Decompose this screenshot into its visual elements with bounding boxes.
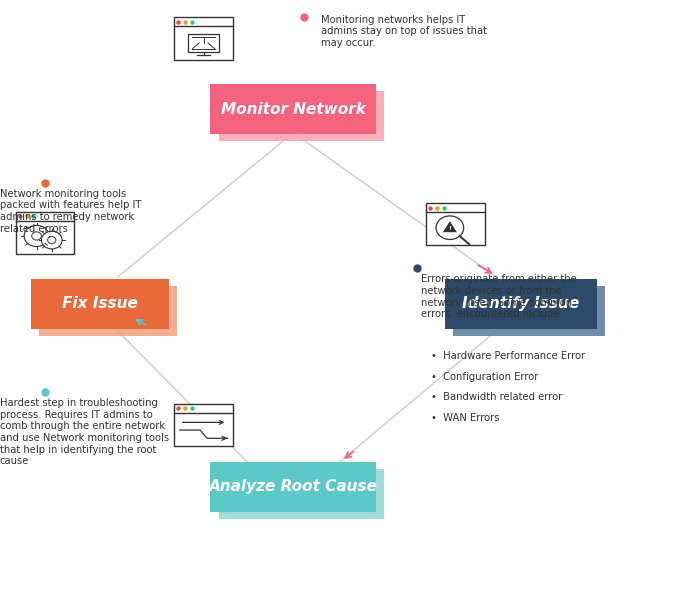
Polygon shape — [453, 286, 605, 336]
Polygon shape — [210, 461, 376, 512]
Circle shape — [24, 225, 49, 247]
Circle shape — [436, 216, 464, 240]
Text: •  WAN Errors: • WAN Errors — [431, 413, 500, 423]
Text: •  Configuration Error: • Configuration Error — [431, 372, 539, 382]
FancyBboxPatch shape — [174, 17, 233, 60]
Polygon shape — [210, 84, 376, 135]
Polygon shape — [39, 286, 177, 336]
Text: Fix Issue: Fix Issue — [62, 296, 138, 312]
Text: •  Hardware Performance Error: • Hardware Performance Error — [431, 351, 585, 361]
Polygon shape — [219, 468, 384, 519]
Text: Monitor Network: Monitor Network — [221, 101, 366, 117]
Polygon shape — [219, 91, 384, 142]
Polygon shape — [31, 279, 169, 329]
Text: Monitoring networks helps IT
admins stay on top of issues that
may occur.: Monitoring networks helps IT admins stay… — [321, 15, 487, 48]
FancyBboxPatch shape — [188, 34, 219, 52]
Text: •  Bandwidth related error: • Bandwidth related error — [431, 392, 562, 402]
Text: Analyze Root Cause: Analyze Root Cause — [209, 479, 377, 494]
FancyBboxPatch shape — [426, 203, 484, 245]
FancyBboxPatch shape — [15, 212, 75, 254]
Polygon shape — [443, 221, 457, 232]
Text: Hardest step in troubleshooting
process. Requires IT admins to
comb through the : Hardest step in troubleshooting process.… — [0, 398, 169, 466]
Text: Identify Issue: Identify Issue — [462, 296, 580, 312]
Text: Network monitoring tools
packed with features help IT
admins to remedy network
r: Network monitoring tools packed with fea… — [0, 189, 141, 234]
Text: Errors originate from either the
network devices or from the
network  itself. So: Errors originate from either the network… — [421, 274, 577, 319]
Text: !: ! — [448, 226, 451, 231]
Polygon shape — [445, 279, 597, 329]
FancyBboxPatch shape — [174, 404, 233, 446]
Circle shape — [32, 232, 41, 240]
Circle shape — [48, 237, 56, 244]
Circle shape — [41, 231, 62, 249]
